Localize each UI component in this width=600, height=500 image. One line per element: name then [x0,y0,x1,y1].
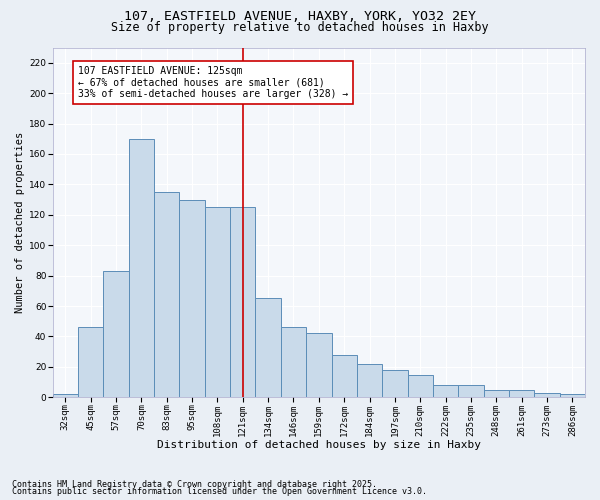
Bar [53,394,78,398]
Bar [205,207,230,398]
Y-axis label: Number of detached properties: Number of detached properties [15,132,25,313]
Bar [560,394,585,398]
Bar [154,192,179,398]
Bar [179,200,205,398]
Bar [230,207,256,398]
Bar [306,334,332,398]
Bar [433,385,458,398]
Bar [382,370,407,398]
Bar [332,354,357,398]
Bar [458,385,484,398]
Bar [484,390,509,398]
Text: 107 EASTFIELD AVENUE: 125sqm
← 67% of detached houses are smaller (681)
33% of s: 107 EASTFIELD AVENUE: 125sqm ← 67% of de… [78,66,348,99]
Bar [357,364,382,398]
Bar [509,390,535,398]
Bar [256,298,281,398]
Bar [129,139,154,398]
Bar [103,271,129,398]
Text: Contains public sector information licensed under the Open Government Licence v3: Contains public sector information licen… [12,488,427,496]
Text: 107, EASTFIELD AVENUE, HAXBY, YORK, YO32 2EY: 107, EASTFIELD AVENUE, HAXBY, YORK, YO32… [124,10,476,23]
Bar [78,328,103,398]
Bar [281,328,306,398]
Bar [535,393,560,398]
X-axis label: Distribution of detached houses by size in Haxby: Distribution of detached houses by size … [157,440,481,450]
Text: Contains HM Land Registry data © Crown copyright and database right 2025.: Contains HM Land Registry data © Crown c… [12,480,377,489]
Bar [407,374,433,398]
Text: Size of property relative to detached houses in Haxby: Size of property relative to detached ho… [111,22,489,35]
